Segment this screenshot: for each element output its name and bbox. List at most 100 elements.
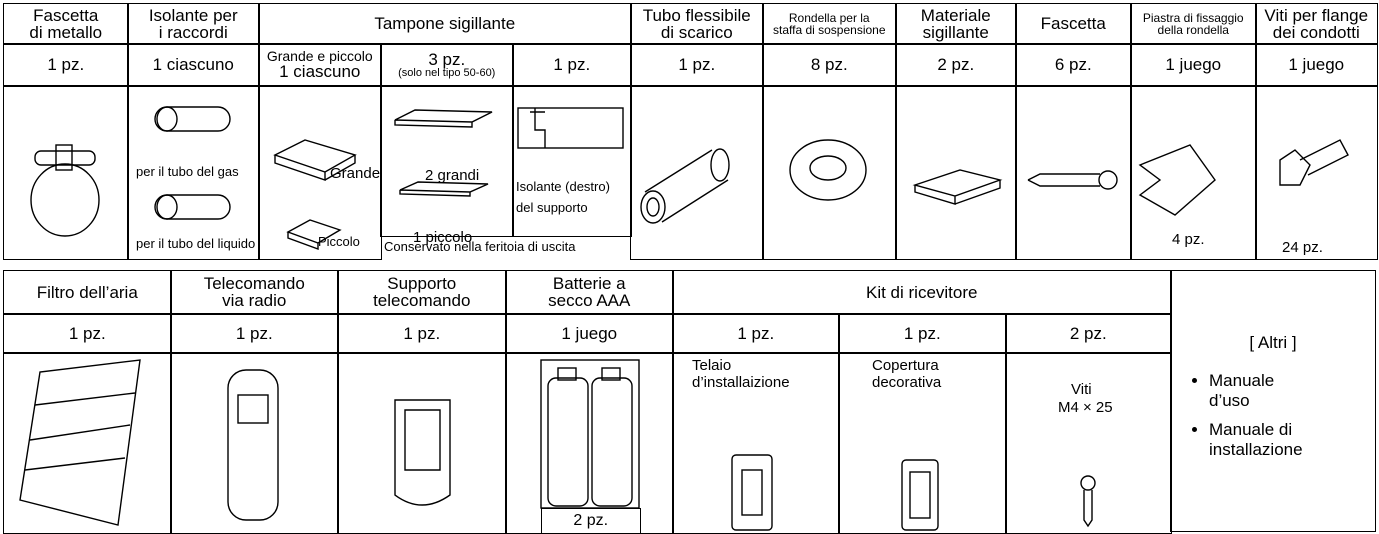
quantity-cell: 1 pz. [838,313,1007,354]
image-cell [170,352,339,534]
text: secco AAA [548,291,631,311]
text: per il tubo del gas [136,164,239,179]
text: Isolante per [148,5,238,25]
text: 1 pz. [737,323,775,343]
quantity-cell: 1 juego [505,313,674,354]
quantity-cell: 1 ciascuno [127,43,260,87]
caption: Telaio [692,357,732,375]
quantity-cell: 1 juego [1255,43,1378,87]
header-cell: Filtro dell’aria [3,270,172,315]
text: della rondella [1157,22,1229,37]
text: 1 pz. [553,55,591,75]
header-cell: Rondella per la staffa di sospensione [762,3,897,45]
text: Telaio [692,357,732,374]
text: staffa di sospensione [772,22,886,37]
text: 2 pz. [1069,323,1107,343]
caption: 24 pz. [1282,239,1323,257]
caption: Piccolo [318,234,360,249]
text: decorativa [872,374,942,391]
text: d’installaizione [692,374,790,391]
image-cell [127,85,260,260]
text: 3 pz. [428,49,466,69]
caption: del supporto [516,200,588,215]
quantity-cell: Grande e piccolo 1 ciascuno [258,43,382,87]
text: 1 pz. [678,55,716,75]
text: 1 pz. [903,323,941,343]
header-cell: Fascetta di metallo [3,3,129,45]
text: 2 pz. [573,511,609,529]
image-cell [512,85,632,237]
header-cell: Batterie a secco AAA [505,270,674,315]
text: i raccordi [158,22,228,42]
text: Viti [1071,381,1092,398]
quantity-cell: 6 pz. [1015,43,1132,87]
text: 1 juego [1165,55,1222,75]
text: 2 grandi [425,167,480,184]
text: dei condotti [1272,22,1360,42]
quantity-cell: 1 pz. [3,313,172,354]
text: 8 pz. [810,55,848,75]
header-cell: Piastra di fissaggio della rondella [1130,3,1257,45]
quantity-cell: 1 pz. [630,43,764,87]
text: del supporto [516,200,588,215]
text: Piastra di fissaggio [1142,10,1244,25]
header-cell: Tubo flessibile di scarico [630,3,764,45]
caption: per il tubo del gas [136,164,239,179]
text: via radio [222,291,287,311]
image-cell [762,85,897,260]
image-cell [505,352,674,534]
text: 2 pz. [937,55,975,75]
text: 4 pz. [1172,231,1205,248]
text: 1 pz. [403,323,441,343]
text: Piccolo [318,234,360,249]
header-cell: Materiale sigillante [895,3,1017,45]
text: 1 pz. [235,323,273,343]
text: per il tubo del liquido [136,236,256,251]
header-cell: Supporto telecomando [337,270,507,315]
image-cell [337,352,507,534]
caption: Isolante (destro) [516,179,610,194]
quantity-cell: 1 pz. [337,313,507,354]
header-cell: Tampone sigillante [258,3,632,45]
text: 1 pz. [68,323,106,343]
text: Telecomando [203,274,305,294]
text: Tubo flessibile [642,5,751,25]
text: Materiale [920,5,991,25]
text: Filtro dell’aria [36,282,138,302]
text: 6 pz. [1054,55,1092,75]
text: telecomando [373,291,471,311]
image-cell [1255,85,1378,260]
text: Isolante (destro) [516,179,610,194]
quantity-cell: 1 juego [1130,43,1257,87]
caption: 1 piccolo [413,229,472,247]
text: Batterie a [552,274,626,294]
caption: M4 × 25 [1058,399,1113,417]
image-cell [1130,85,1257,260]
quantity-cell: 1 pz. [3,43,129,87]
text: 1 juego [561,323,618,343]
text: 1 pz. [47,55,85,75]
caption: per il tubo del liquido [136,236,256,251]
header-cell: Isolante per i raccordi [127,3,260,45]
header-cell: Telecomando via radio [170,270,339,315]
image-cell [258,85,382,260]
text: 24 pz. [1282,239,1323,256]
text: Viti per flange [1264,5,1369,25]
text: installazione [1209,439,1303,459]
text: Supporto [387,274,457,294]
text: Tampone sigillante [374,14,516,34]
image-cell [630,85,764,260]
text: Fascetta [33,5,99,25]
image-cell [3,85,129,260]
text: di metallo [29,22,103,42]
caption: Conservato nella feritoia di uscita [384,239,576,254]
text: 1 ciascuno [152,55,234,75]
image-cell [3,352,172,534]
text: Copertura [872,357,939,374]
caption-box: 2 pz. [541,508,641,534]
text: (solo nel tipo 50-60) [398,66,496,79]
text: Conservato nella feritoia di uscita [384,239,576,254]
caption: decorativa [872,374,942,392]
header-cell: Fascetta [1015,3,1132,45]
text: Rondella per la [788,10,870,25]
